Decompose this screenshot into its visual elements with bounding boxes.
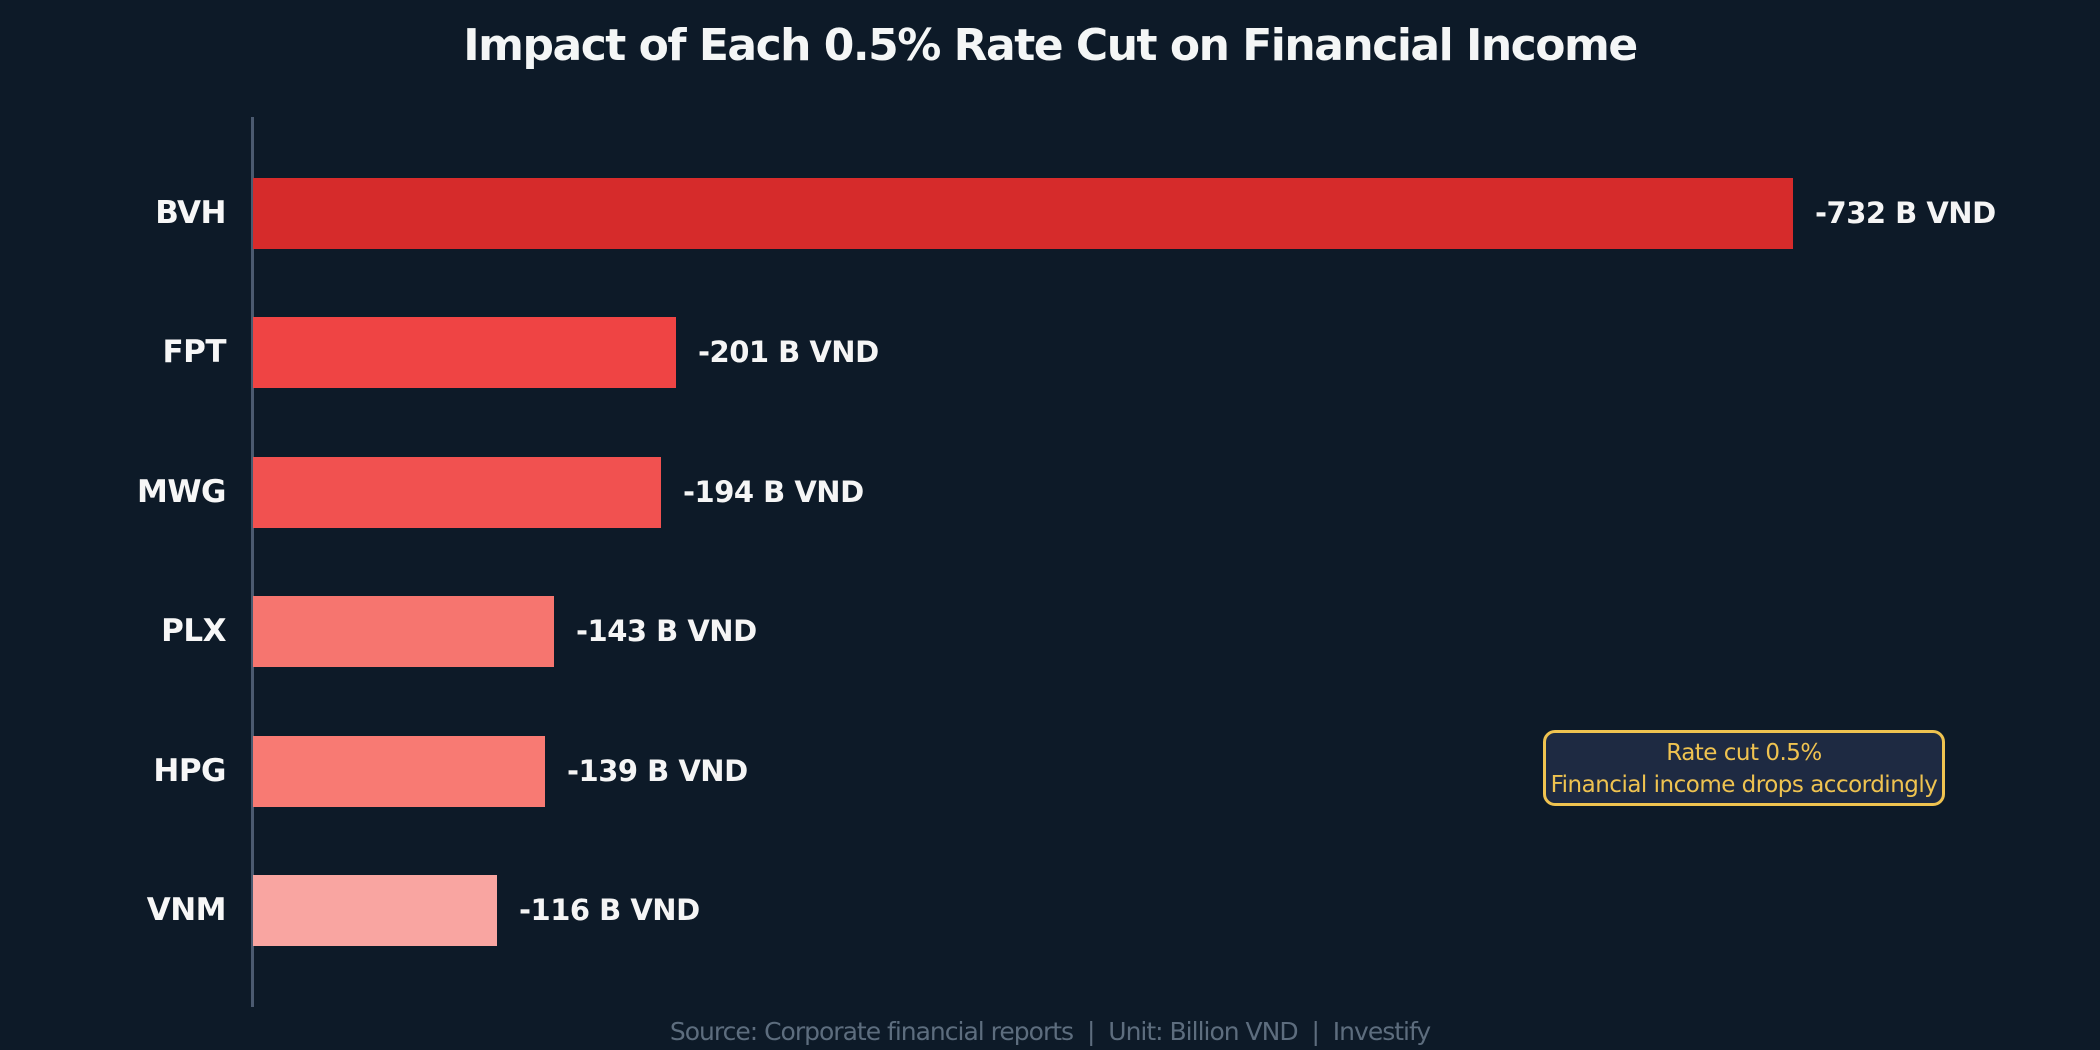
value-label: -143 B VND [576, 614, 757, 649]
y-axis-line [251, 117, 254, 1007]
category-label: HPG [153, 752, 226, 789]
annotation-line-1: Rate cut 0.5% [1666, 740, 1822, 766]
bar [253, 317, 676, 389]
bar-row: MWG -194 B VND [0, 456, 2100, 528]
bar [253, 735, 545, 807]
category-label: BVH [155, 195, 226, 231]
value-label: -139 B VND [567, 753, 748, 788]
value-label: -732 B VND [1815, 196, 1996, 230]
bar-row: HPG -139 B VND [0, 735, 2100, 807]
bar-row: PLX -143 B VND [0, 596, 2100, 668]
bar [253, 875, 497, 946]
category-label: FPT [162, 334, 226, 371]
annotation-box: Rate cut 0.5% Financial income drops acc… [1543, 730, 1945, 806]
chart-title: Impact of Each 0.5% Rate Cut on Financia… [463, 20, 1638, 71]
category-label: MWG [137, 473, 227, 510]
value-label: -116 B VND [519, 893, 700, 927]
category-label: VNM [146, 892, 227, 928]
bar [253, 456, 661, 528]
bar [253, 596, 554, 668]
bar [253, 178, 1793, 249]
value-label: -194 B VND [683, 474, 864, 509]
annotation-line-2: Financial income drops accordingly [1550, 772, 1938, 798]
bar-row: FPT -201 B VND [0, 317, 2100, 389]
value-label: -201 B VND [698, 335, 879, 370]
bar-row: VNM -116 B VND [0, 875, 2100, 946]
category-label: PLX [161, 613, 226, 650]
source-footer: Source: Corporate financial reports | Un… [669, 1017, 1431, 1046]
bar-row: BVH -732 B VND [0, 178, 2100, 249]
